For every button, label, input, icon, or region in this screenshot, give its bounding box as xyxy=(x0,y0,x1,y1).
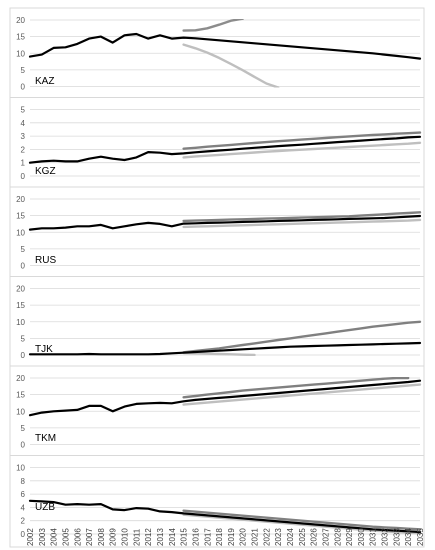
y-tick-label: 0 xyxy=(21,83,26,92)
y-tick-label: 10 xyxy=(16,228,25,237)
panel-label: RUS xyxy=(35,255,56,266)
x-tick-label: 2028 xyxy=(333,528,342,546)
x-tick-label: 2027 xyxy=(322,528,331,546)
x-tick-label: 2015 xyxy=(180,528,189,546)
x-tick-label: 2029 xyxy=(345,528,354,546)
y-tick-label: 0 xyxy=(21,172,26,181)
x-tick-label: 2022 xyxy=(262,528,271,546)
x-tick-label: 2003 xyxy=(38,528,47,546)
panel-tjk: 0 5 10 15 20 TJK xyxy=(10,276,424,360)
x-tick-label: 2031 xyxy=(369,528,378,546)
x-tick-label: 2012 xyxy=(144,528,153,546)
y-tick-label: 10 xyxy=(16,49,25,58)
panel-label: KAZ xyxy=(35,76,54,87)
series-line-tkm-0 xyxy=(28,379,422,417)
series-line-tjk-0 xyxy=(28,341,422,356)
y-tick-label: 15 xyxy=(16,391,25,400)
y-tick-label: 5 xyxy=(21,334,26,343)
x-tick-label: 2035 xyxy=(416,528,425,546)
y-tick-label: 1 xyxy=(21,159,26,168)
panel-label: TKM xyxy=(35,433,56,444)
y-tick-label: 8 xyxy=(21,477,26,486)
y-tick-label: 0 xyxy=(21,351,26,360)
y-tick-label: 20 xyxy=(16,374,25,383)
series-line-rus-2 xyxy=(182,218,422,229)
series-line-tkm-1 xyxy=(182,377,410,399)
x-tick-label: 2013 xyxy=(156,528,165,546)
panel-tkm: 0 5 10 15 20 TKM xyxy=(10,365,424,450)
x-tick-label: 2016 xyxy=(192,528,201,546)
x-tick-label: 2009 xyxy=(109,528,118,546)
y-tick-label: 20 xyxy=(16,285,25,294)
y-tick-label: 5 xyxy=(21,424,26,433)
series-line-kgz-0 xyxy=(28,135,422,164)
x-tick-label: 2008 xyxy=(97,528,106,546)
y-tick-label: 5 xyxy=(21,66,26,75)
panel-kaz: 0 5 10 15 20 KAZ xyxy=(16,16,422,92)
x-tick-label: 2006 xyxy=(73,528,82,546)
series-line-tjk-2 xyxy=(182,351,256,356)
x-tick-label: 2032 xyxy=(381,528,390,546)
series-line-uzb-0 xyxy=(28,499,422,534)
panel-uzb: 0 2 4 6 8 10 UZB xyxy=(10,455,424,539)
y-tick-label: 10 xyxy=(16,407,25,416)
x-tick-label: 2026 xyxy=(310,528,319,546)
series-line-kaz-1 xyxy=(182,19,244,32)
y-tick-label: 5 xyxy=(21,245,26,254)
x-tick-label: 2018 xyxy=(215,528,224,546)
y-tick-label: 5 xyxy=(21,106,26,115)
y-tick-label: 3 xyxy=(21,132,26,141)
series-line-rus-0 xyxy=(28,214,422,231)
series-line-tkm-2 xyxy=(182,383,422,406)
x-tick-label: 2024 xyxy=(286,528,295,546)
x-tick-label: 2021 xyxy=(251,528,260,546)
y-tick-label: 2 xyxy=(21,517,26,526)
y-tick-label: 4 xyxy=(21,119,26,128)
x-tick-label: 2014 xyxy=(168,528,177,546)
series-line-kgz-1 xyxy=(182,131,422,150)
panel-label: UZB xyxy=(35,502,55,513)
y-tick-label: 2 xyxy=(21,145,26,154)
x-tick-label: 2002 xyxy=(26,528,35,546)
y-tick-label: 0 xyxy=(21,262,26,271)
panel-kgz: 0 1 2 3 4 5 KGZ xyxy=(10,97,424,181)
x-tick-label: 2025 xyxy=(298,528,307,546)
x-axis: 2002 2003 2004 2005 2006 2007 2008 2009 2010 2011… xyxy=(26,528,425,546)
y-tick-label: 15 xyxy=(16,301,25,310)
series-line-kaz-2 xyxy=(182,43,280,88)
series-line-tjk-1 xyxy=(182,320,422,354)
series-line-kaz-0 xyxy=(28,32,422,60)
x-tick-label: 2017 xyxy=(203,528,212,546)
y-tick-label: 15 xyxy=(16,33,25,42)
x-tick-label: 2023 xyxy=(274,528,283,546)
x-tick-label: 2030 xyxy=(357,528,366,546)
x-tick-label: 2034 xyxy=(404,528,413,546)
y-tick-label: 20 xyxy=(16,16,25,25)
panel-label: TJK xyxy=(35,344,53,355)
x-tick-label: 2020 xyxy=(239,528,248,546)
x-tick-label: 2019 xyxy=(227,528,236,546)
x-tick-label: 2005 xyxy=(62,528,71,546)
y-tick-label: 0 xyxy=(21,441,26,450)
series-line-rus-1 xyxy=(182,211,422,223)
chart-frame xyxy=(9,7,425,548)
panel-rus: 0 5 10 15 20 RUS xyxy=(10,186,424,271)
y-tick-label: 0 xyxy=(21,530,26,539)
x-tick-label: 2011 xyxy=(132,528,141,546)
y-tick-label: 10 xyxy=(16,318,25,327)
x-tick-label: 2004 xyxy=(50,528,59,546)
y-tick-label: 4 xyxy=(21,503,26,512)
y-tick-label: 20 xyxy=(16,195,25,204)
x-tick-label: 2033 xyxy=(392,528,401,546)
series-line-kgz-2 xyxy=(182,141,422,159)
series-line-uzb-1 xyxy=(182,509,422,531)
x-tick-label: 2010 xyxy=(121,528,130,546)
y-tick-label: 6 xyxy=(21,490,26,499)
series-line-uzb-2 xyxy=(182,513,422,535)
y-tick-label: 10 xyxy=(16,464,25,473)
panel-label: KGZ xyxy=(35,166,56,177)
x-tick-label: 2007 xyxy=(85,528,94,546)
y-tick-label: 15 xyxy=(16,212,25,221)
